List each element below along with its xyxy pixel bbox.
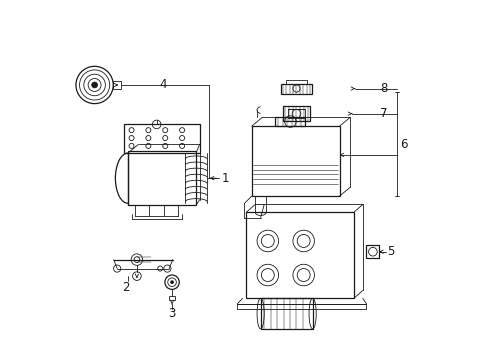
- Text: 7: 7: [379, 107, 387, 120]
- Bar: [251, 126, 339, 196]
- Bar: [274, 117, 305, 126]
- Bar: [281, 84, 311, 94]
- Bar: [260, 298, 312, 329]
- Bar: [255, 196, 265, 212]
- Bar: [282, 107, 309, 121]
- Circle shape: [92, 82, 97, 88]
- Text: 2: 2: [122, 281, 129, 294]
- Circle shape: [170, 281, 173, 284]
- Bar: [113, 81, 121, 89]
- Bar: [286, 80, 306, 84]
- Text: 3: 3: [168, 307, 176, 320]
- Text: 5: 5: [386, 245, 394, 258]
- Bar: [366, 245, 378, 258]
- Bar: [128, 151, 196, 205]
- Text: 6: 6: [400, 138, 407, 150]
- Bar: [169, 296, 175, 300]
- Bar: [124, 125, 199, 153]
- Text: 1: 1: [221, 172, 228, 185]
- Bar: [246, 212, 353, 298]
- Bar: [287, 109, 305, 118]
- Text: 8: 8: [379, 82, 386, 95]
- Bar: [237, 304, 366, 309]
- Text: 4: 4: [159, 78, 166, 91]
